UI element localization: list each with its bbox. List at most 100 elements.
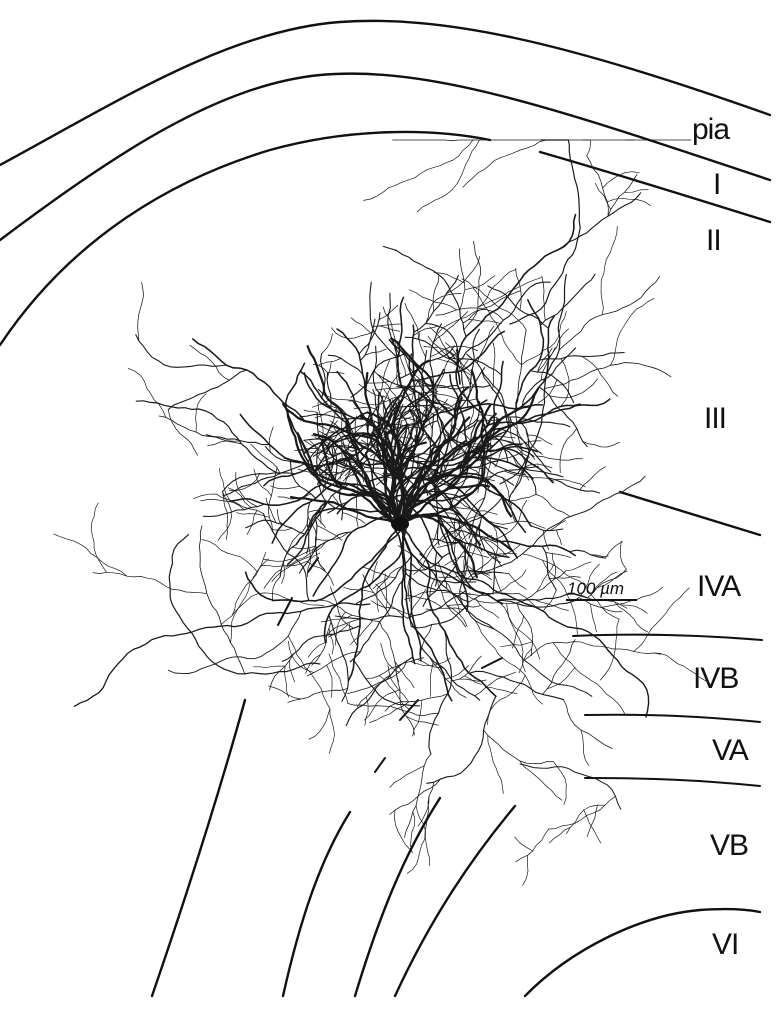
deep-arbor xyxy=(519,763,622,810)
dendrite-branch xyxy=(449,373,471,462)
dendrite-branch xyxy=(559,428,578,473)
dendrite-branch xyxy=(167,409,198,456)
label-layer-1: I xyxy=(713,168,720,201)
pia-boundary-inner xyxy=(0,72,772,242)
dendrite-branch xyxy=(397,432,427,455)
dendrite-branch xyxy=(432,460,446,475)
dendrite-branch xyxy=(322,464,328,492)
dendrite-branch xyxy=(487,674,526,725)
dendrite-branch xyxy=(379,416,394,481)
dendrite-branch xyxy=(239,413,340,488)
dendrite-branch xyxy=(468,319,502,325)
dendrite-branch xyxy=(516,603,533,657)
basal-dendrite xyxy=(400,529,504,605)
dendrite-branch xyxy=(441,395,463,430)
dendrite-branch xyxy=(389,765,425,788)
dendrite-branch xyxy=(312,515,397,597)
dendrite-branch xyxy=(420,399,437,423)
lateral-dendrite xyxy=(135,400,281,475)
dendrite-branch xyxy=(495,597,580,608)
dendrite-branch xyxy=(128,368,167,418)
dendrite-branch xyxy=(286,500,328,566)
basal-dendrite xyxy=(244,529,402,603)
dendrite-branch xyxy=(307,545,311,578)
dendrite-branch xyxy=(332,468,348,485)
dendrite-branch xyxy=(396,384,459,389)
dendrite-branch xyxy=(262,513,310,602)
dendrite-branch xyxy=(198,525,246,675)
dendrite-branch xyxy=(461,552,497,583)
dendrite-branch xyxy=(596,570,628,589)
dendrite-branch xyxy=(220,592,324,625)
dendrite-branch xyxy=(407,385,447,444)
dendrite-branch xyxy=(326,664,333,698)
dendrite-branch xyxy=(444,496,474,510)
dendrite-branch xyxy=(443,579,461,614)
dendrite-branch xyxy=(348,463,398,512)
oblique-dendrite xyxy=(499,274,567,485)
dendrite-branch xyxy=(334,615,404,621)
dendrite-branch xyxy=(395,473,415,516)
dendrite-branch xyxy=(192,338,306,422)
dendrite-branch xyxy=(538,386,588,448)
dendrite-branch xyxy=(600,618,620,681)
dendrite-branch xyxy=(566,804,606,834)
dendrite-branch xyxy=(521,347,577,409)
dendrite-branch xyxy=(378,304,399,320)
dendrite-branch xyxy=(92,571,208,594)
dendrite-branch xyxy=(383,399,393,447)
dendrite-branch xyxy=(361,462,364,483)
dendrite-branch xyxy=(318,358,342,366)
dendrite-branch xyxy=(468,670,564,701)
dendrite-branch xyxy=(331,327,375,339)
dendrite-branch xyxy=(506,602,541,660)
dendrite-branch xyxy=(423,346,456,360)
dendrite-branch xyxy=(542,639,576,695)
dendrite-branch xyxy=(321,431,342,437)
dash-3 xyxy=(481,657,503,669)
dendrite-branch xyxy=(432,274,440,312)
dendrite-branch xyxy=(471,451,525,476)
dendrite-branch xyxy=(357,674,392,708)
dendrite-branch xyxy=(493,435,516,439)
dendrite-branch xyxy=(471,531,508,558)
dendrite-branch xyxy=(548,795,616,830)
dendrite-branch xyxy=(217,491,232,541)
dendrite-branch xyxy=(435,512,469,612)
dendrite-branch xyxy=(383,389,391,421)
dendrite-branch xyxy=(336,433,392,447)
dendrite-branch xyxy=(607,173,638,217)
dendrite-branch xyxy=(90,502,107,573)
dendrite-branch xyxy=(444,433,469,460)
dendrite-branch xyxy=(218,468,231,501)
dendrite-branch xyxy=(620,604,648,614)
dendrite-branch xyxy=(446,605,468,628)
dendrite-branch xyxy=(523,641,662,661)
dendrite-branch xyxy=(286,523,308,555)
dendrite-branch xyxy=(200,498,245,511)
dendrite-branch xyxy=(369,701,410,723)
dendrite-branch xyxy=(602,171,640,189)
dendrite-branch xyxy=(488,416,498,441)
descending-dendrite xyxy=(419,553,650,718)
dendrite-branch xyxy=(466,527,502,567)
dendrite-branch xyxy=(336,370,379,430)
dendrite-branch xyxy=(464,275,496,291)
dendrite-branch xyxy=(547,477,601,494)
label-layer-5b: VB xyxy=(710,829,748,862)
dendrite-branch xyxy=(448,454,469,510)
dendrite-branch xyxy=(474,671,516,697)
dendrite-branch xyxy=(565,561,592,572)
dendrite-branch xyxy=(470,615,543,705)
dendrite-branch xyxy=(327,354,364,375)
dendrite-branch xyxy=(390,337,407,377)
dendrite-branch xyxy=(253,468,272,497)
dendrite-branch xyxy=(227,487,252,508)
dendrite-branch xyxy=(404,303,419,340)
dendrite-branch xyxy=(422,398,448,428)
dendrite-branch xyxy=(395,340,400,386)
dendrite-branch xyxy=(442,514,485,541)
dendrite-branch xyxy=(624,189,649,193)
dendrite-branch xyxy=(441,591,472,595)
dendrite-branch xyxy=(380,642,400,673)
